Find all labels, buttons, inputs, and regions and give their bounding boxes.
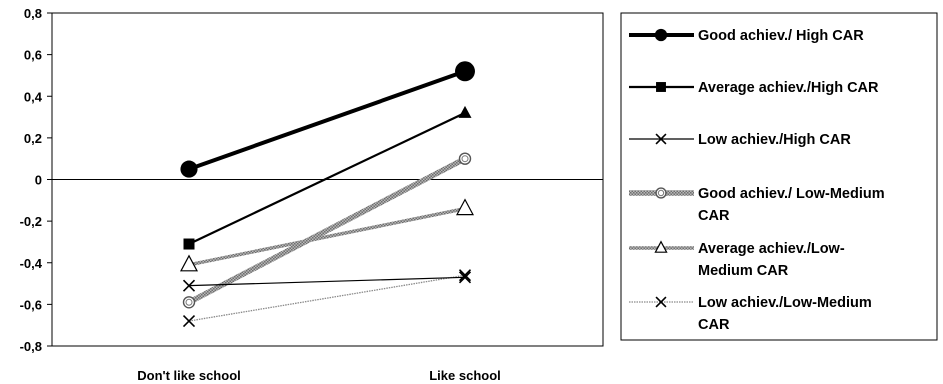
data-point (182, 314, 196, 328)
y-tick-label: 0,2 (24, 131, 42, 146)
legend-entry: Low achiev./High CAR (629, 132, 851, 148)
data-point (655, 187, 667, 199)
x-tick-label: Like school (429, 368, 501, 383)
series-layer (179, 61, 475, 328)
legend-entry: Low achiev./Low-Medium CAR (629, 295, 872, 333)
data-point (183, 238, 195, 250)
y-tick-label: -0,6 (20, 297, 42, 312)
series-line (182, 269, 472, 328)
data-point (182, 279, 196, 292)
y-tick-label: 0,8 (24, 6, 42, 21)
y-tick-label: 0,4 (24, 89, 43, 104)
legend-label: Good achiev./ High CAR (698, 28, 864, 44)
series-path (188, 274, 466, 322)
data-point (458, 152, 472, 165)
data-point (180, 160, 198, 178)
y-tick-label: -0,2 (20, 214, 42, 229)
data-point (179, 254, 199, 272)
legend-entry: Average achiev./Low- Medium CAR (629, 240, 845, 279)
series-line (180, 61, 475, 178)
legend-label: Average achiev./Low- (698, 241, 845, 257)
series-line (182, 271, 472, 292)
series-path (188, 69, 466, 171)
x-axis: Don't like school Like school (137, 368, 501, 383)
y-tick-label: -0,8 (20, 339, 42, 354)
series-path (188, 276, 466, 287)
legend-label: Good achiev./ Low-Medium (698, 186, 885, 202)
y-tick-label: 0 (35, 173, 42, 188)
x-tick-label: Don't like school (137, 368, 241, 383)
data-point (654, 240, 668, 253)
legend: Good achiev./ High CAR Average achiev./Hi… (629, 28, 885, 333)
series-path (188, 111, 466, 246)
legend-entry: Average achiev./High CAR (629, 80, 879, 96)
series-path (187, 156, 467, 305)
legend-label: Average achiev./High CAR (698, 80, 879, 96)
legend-label: Low achiev./High CAR (698, 132, 851, 148)
y-axis: -0,8 -0,6 -0,4 -0,2 0 0,2 0,4 0,6 0,8 (20, 6, 52, 354)
series-line (182, 152, 472, 309)
data-point (458, 269, 472, 282)
legend-label: Low achiev./Low-Medium (698, 295, 872, 311)
series-path (188, 206, 466, 267)
legend-entry: Good achiev./ Low-Medium CAR (629, 186, 885, 224)
data-point (458, 271, 472, 284)
data-point (456, 198, 474, 216)
series-line (183, 105, 472, 250)
legend-label: CAR (698, 317, 730, 333)
series-line (179, 198, 474, 272)
data-point (458, 105, 472, 118)
data-point (655, 296, 667, 308)
data-point (655, 133, 667, 145)
data-point (455, 61, 475, 82)
data-point (656, 82, 666, 92)
legend-label: CAR (698, 208, 730, 224)
data-point (654, 28, 668, 42)
legend-entry: Good achiev./ High CAR (629, 28, 864, 44)
y-tick-label: 0,6 (24, 48, 42, 63)
y-tick-label: -0,4 (20, 256, 43, 271)
data-point (182, 296, 196, 309)
legend-frame (620, 12, 938, 341)
legend-label: Medium CAR (698, 263, 789, 279)
